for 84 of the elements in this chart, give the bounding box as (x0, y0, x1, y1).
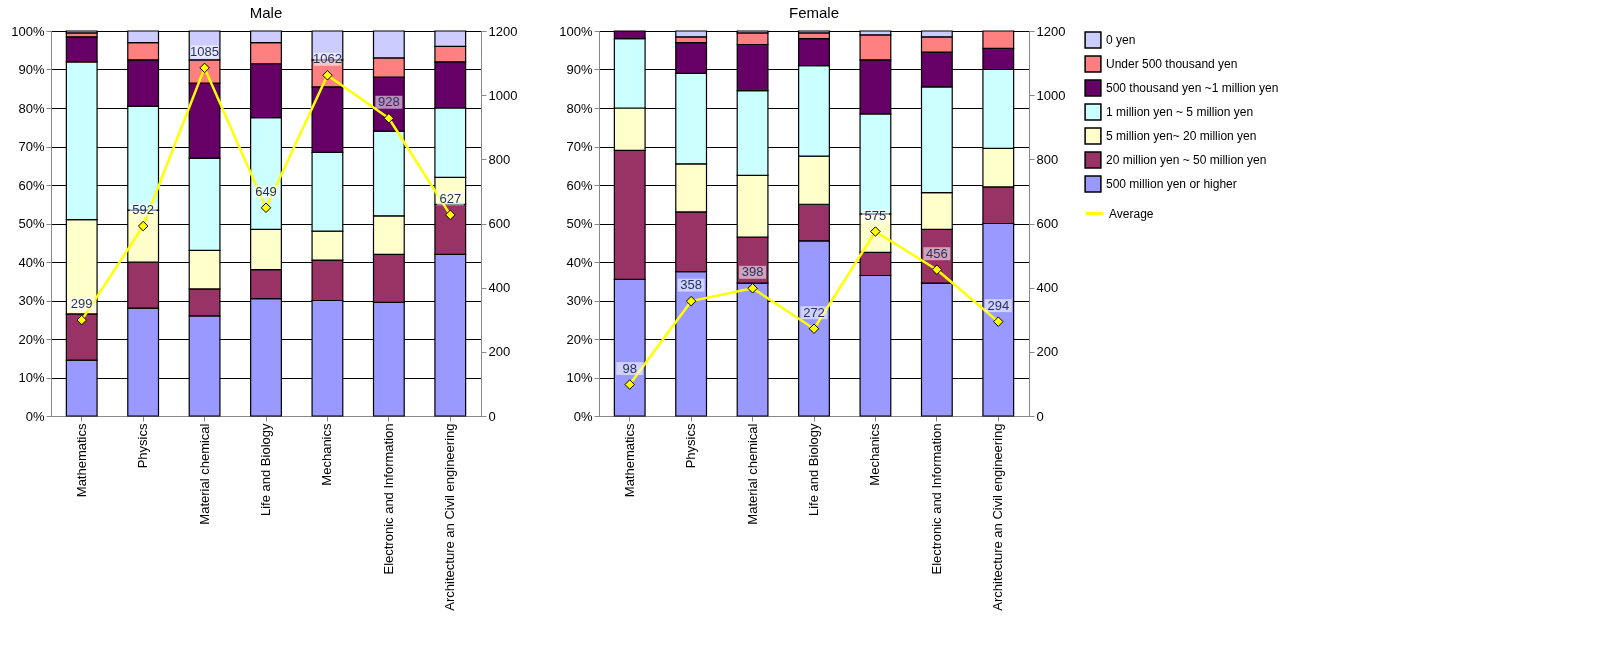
y2-tick-label: 600 (488, 216, 511, 231)
y2-tick-label: 1200 (488, 23, 518, 39)
y2-tick-label: 1200 (1036, 23, 1066, 39)
point (931, 264, 943, 275)
y-tick-label: 40% (566, 254, 593, 270)
x-tick-label: Life and Biology (806, 423, 821, 517)
data-label: 456 (926, 245, 948, 261)
y2-tick-label: 600 (1036, 216, 1059, 231)
point (137, 220, 149, 232)
x-tick-label: Mathematics (621, 423, 637, 498)
y-tick-label: 20% (566, 331, 593, 347)
chart-title: Male (249, 4, 283, 21)
point (260, 202, 272, 214)
y-tick-label: 10% (18, 370, 45, 385)
y-tick-label: 60% (566, 177, 593, 193)
x-tick-label: Material chemical (196, 423, 212, 525)
legend-label: 5 million yen~ 20 million yen (1106, 129, 1257, 143)
y2-tick-label: 1000 (1036, 87, 1066, 103)
y2-tick-label: 0 (488, 408, 496, 424)
y-tick-label: 90% (18, 62, 45, 77)
y-tick-label: 90% (566, 62, 593, 77)
y-tick-label: 0% (573, 408, 593, 424)
point (624, 379, 635, 390)
data-label: 592 (132, 202, 154, 218)
y-tick-label: 30% (18, 293, 45, 308)
y-tick-label: 100% (559, 23, 593, 39)
x-tick-label: Physics (135, 423, 151, 469)
legend-label: Under 500 thousand yen (1106, 57, 1238, 71)
y-tick-label: 10% (566, 370, 593, 385)
legend-label: 20 million yen ~ 50 million yen (1106, 153, 1267, 167)
y2-tick-label: 800 (488, 151, 511, 167)
legend-label: 500 million yen or higher (1106, 177, 1237, 191)
y-tick-label: 50% (18, 216, 45, 231)
data-label: 575 (864, 207, 887, 223)
point (808, 323, 820, 334)
y-tick-label: 60% (18, 177, 45, 193)
data-label: 627 (439, 190, 462, 206)
y-tick-label: 40% (18, 254, 45, 270)
data-label: 98 (622, 360, 637, 376)
y2-tick-label: 0 (1036, 408, 1044, 424)
y2-tick-label: 200 (1036, 344, 1059, 360)
y2-tick-label: 400 (1036, 280, 1059, 296)
y-tick-label: 30% (566, 293, 593, 308)
point (685, 295, 697, 307)
chart-title: Female (788, 4, 840, 21)
x-tick-label: Life and Biology (258, 423, 273, 517)
x-tick-label: Architecture an Civil engineering (442, 423, 458, 611)
data-label: 299 (70, 296, 93, 312)
point (76, 314, 87, 326)
x-tick-label: Mechanics (867, 423, 883, 486)
y-tick-label: 70% (566, 139, 593, 154)
point (383, 113, 395, 124)
x-tick-label: Electronic and Information (380, 423, 396, 575)
y-tick-label: 20% (18, 331, 45, 347)
y-tick-label: 80% (18, 100, 45, 116)
y2-tick-label: 1000 (488, 87, 518, 103)
data-label: 1085 (190, 43, 220, 59)
legend-label: 500 thousand yen ~1 million yen (1106, 81, 1279, 95)
legend-label: 1 million yen ~ 5 million yen (1106, 105, 1254, 119)
x-tick-label: Material chemical (744, 423, 760, 525)
y-tick-label: 0% (25, 408, 45, 424)
point (445, 209, 456, 221)
data-label: 1062 (312, 51, 342, 67)
data-label: 272 (803, 304, 825, 320)
legend-label: Average (1109, 206, 1154, 221)
y-tick-label: 100% (11, 23, 45, 39)
x-tick-label: Mechanics (319, 423, 335, 486)
x-tick-label: Electronic and Information (928, 423, 944, 575)
y2-tick-label: 200 (488, 344, 511, 360)
point (747, 283, 758, 294)
x-tick-label: Physics (683, 423, 699, 469)
data-label: 294 (987, 297, 1010, 313)
data-label: 928 (378, 94, 400, 110)
data-label: 398 (741, 264, 764, 280)
y-tick-label: 50% (566, 216, 593, 231)
y-tick-label: 80% (566, 100, 593, 116)
x-tick-label: Architecture an Civil engineering (990, 423, 1006, 611)
x-tick-label: Mathematics (73, 423, 89, 498)
y-tick-label: 70% (18, 139, 45, 154)
y2-tick-label: 800 (1036, 151, 1059, 167)
data-label: 358 (680, 277, 702, 293)
legend-label: 0 yen (1106, 33, 1136, 47)
y2-tick-label: 400 (488, 280, 511, 296)
point (993, 316, 1004, 327)
